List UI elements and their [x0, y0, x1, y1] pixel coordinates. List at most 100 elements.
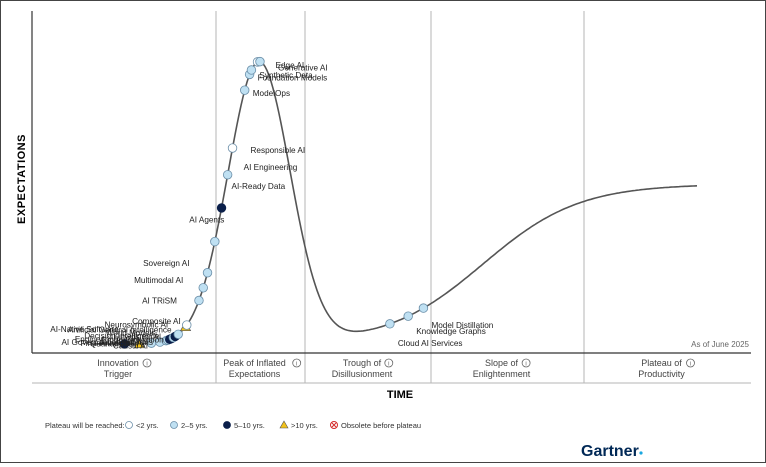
- svg-text:i: i: [690, 362, 691, 368]
- info-icon: i: [384, 358, 394, 368]
- technology-label: Edge AI: [276, 61, 305, 70]
- info-icon: i: [292, 358, 302, 368]
- technology-point: AI Engineering: [222, 163, 298, 180]
- svg-text:i: i: [146, 362, 147, 368]
- phase-label-line1: Plateau of: [641, 358, 682, 368]
- technology-label: Quantum AI: [90, 340, 133, 349]
- technology-label: Cloud AI Services: [398, 339, 463, 348]
- phase-label-line2: Enlightenment: [473, 369, 531, 379]
- gartner-logo-dot: [639, 451, 643, 455]
- technology-point: Neurosymbolic AI: [105, 320, 183, 339]
- technology-label: AI-Native Software: [50, 325, 119, 334]
- info-icon: i: [521, 358, 531, 368]
- technology-label: Embodied AI: [101, 336, 147, 345]
- technology-label: Generative AI: [278, 64, 328, 73]
- marker-circle: [198, 283, 208, 293]
- marker-triangle: [133, 337, 145, 349]
- phase-label-line1: Peak of Inflated: [223, 358, 286, 368]
- technology-label: Responsible AI: [251, 146, 306, 155]
- legend-item: >10 yrs.: [279, 420, 318, 430]
- technology-point: Responsible AI: [227, 143, 306, 155]
- phase-label-line1: Slope of: [485, 358, 519, 368]
- technology-point: Knowledge Graphs: [403, 311, 486, 336]
- technology-label: Model Distillation: [431, 321, 493, 330]
- info-icon: i: [142, 358, 152, 368]
- legend-label: >10 yrs.: [291, 421, 318, 430]
- technology-point: Sovereign AI: [143, 259, 213, 278]
- technology-label: Decision Intelligence: [84, 332, 160, 341]
- technology-point: Quantum AI: [90, 337, 145, 349]
- technology-label: Artificial General Intelligence: [68, 326, 172, 335]
- phase-label-line1: Trough of: [343, 358, 382, 368]
- marker-circle: [227, 143, 238, 153]
- legend: Plateau will be reached: <2 yrs. 2–5 yrs. 5…: [45, 420, 421, 430]
- legend-marker: [170, 421, 178, 429]
- info-icon: i: [686, 358, 695, 368]
- marker-circle: [222, 170, 233, 180]
- y-axis-label: EXPECTATIONS: [16, 134, 28, 224]
- marker-circle: [418, 303, 429, 313]
- technology-label: AI Agents: [189, 216, 224, 225]
- marker-circle: [182, 320, 192, 330]
- marker-circle: [173, 329, 183, 339]
- technology-label: Multimodal AI: [134, 276, 183, 285]
- phase-grid: [215, 11, 585, 383]
- marker-circle: [216, 203, 227, 213]
- phase-label-line2: Disillusionment: [332, 369, 393, 379]
- technology-point: Cloud AI Services: [385, 319, 463, 348]
- technology-label: Engineering: [75, 335, 119, 344]
- legend-item: 5–10 yrs.: [223, 421, 265, 430]
- technology-point: Synthetic Data: [246, 65, 313, 80]
- technology-label: FinOps for AI: [113, 332, 161, 341]
- marker-circle: [246, 65, 257, 75]
- legend-label: 2–5 yrs.: [181, 421, 208, 430]
- marker-circle: [194, 295, 204, 306]
- technology-label: First-Principles AI: [81, 339, 145, 348]
- x-axis-label: TIME: [387, 389, 413, 401]
- technology-label: Knowledge Graphs: [416, 327, 486, 336]
- technology-label: World Models: [106, 329, 156, 338]
- legend-item: Obsolete before plateau: [330, 421, 421, 430]
- hype-curve: [91, 60, 698, 345]
- marker-circle: [403, 311, 413, 321]
- technology-point: AI TRiSM: [142, 295, 204, 306]
- as-of-date: As of June 2025: [691, 340, 749, 349]
- legend-item: 2–5 yrs.: [170, 421, 208, 430]
- legend-marker: [125, 421, 133, 429]
- technology-label: AI Engineering: [244, 163, 298, 172]
- technology-point: Composite AI: [132, 317, 192, 330]
- technology-label: Foundation Models: [258, 73, 328, 82]
- technology-label: Synthetic Data: [259, 71, 313, 80]
- gartner-logo: Gartner: [581, 443, 639, 460]
- technology-label: Causal AI: [113, 342, 148, 351]
- legend-label: <2 yrs.: [136, 421, 159, 430]
- legend-marker: [279, 420, 289, 429]
- svg-text:i: i: [388, 362, 389, 368]
- technology-label: Composite AI: [132, 317, 181, 326]
- marker-circle: [240, 85, 250, 95]
- phase-label-line1: Innovation: [97, 358, 139, 368]
- technology-label: ModelOps: [253, 89, 290, 98]
- technology-point: AI-Ready Data: [216, 182, 286, 213]
- marker-circle: [385, 319, 395, 329]
- technology-label: AI-Ready Data: [232, 182, 286, 191]
- phase-label-line2: Trigger: [104, 369, 132, 379]
- svg-text:i: i: [296, 362, 297, 368]
- technology-label: Neurosymbolic AI: [105, 320, 169, 329]
- technology-point: Multimodal AI: [134, 276, 208, 293]
- technology-label: AI TRiSM: [142, 296, 177, 305]
- technology-point: Generative AI: [255, 56, 328, 73]
- technology-label: Sovereign AI: [143, 259, 189, 268]
- technology-label: AI Simulation: [115, 335, 164, 344]
- phase-label-line2: Productivity: [638, 369, 685, 379]
- marker-circle: [210, 236, 220, 247]
